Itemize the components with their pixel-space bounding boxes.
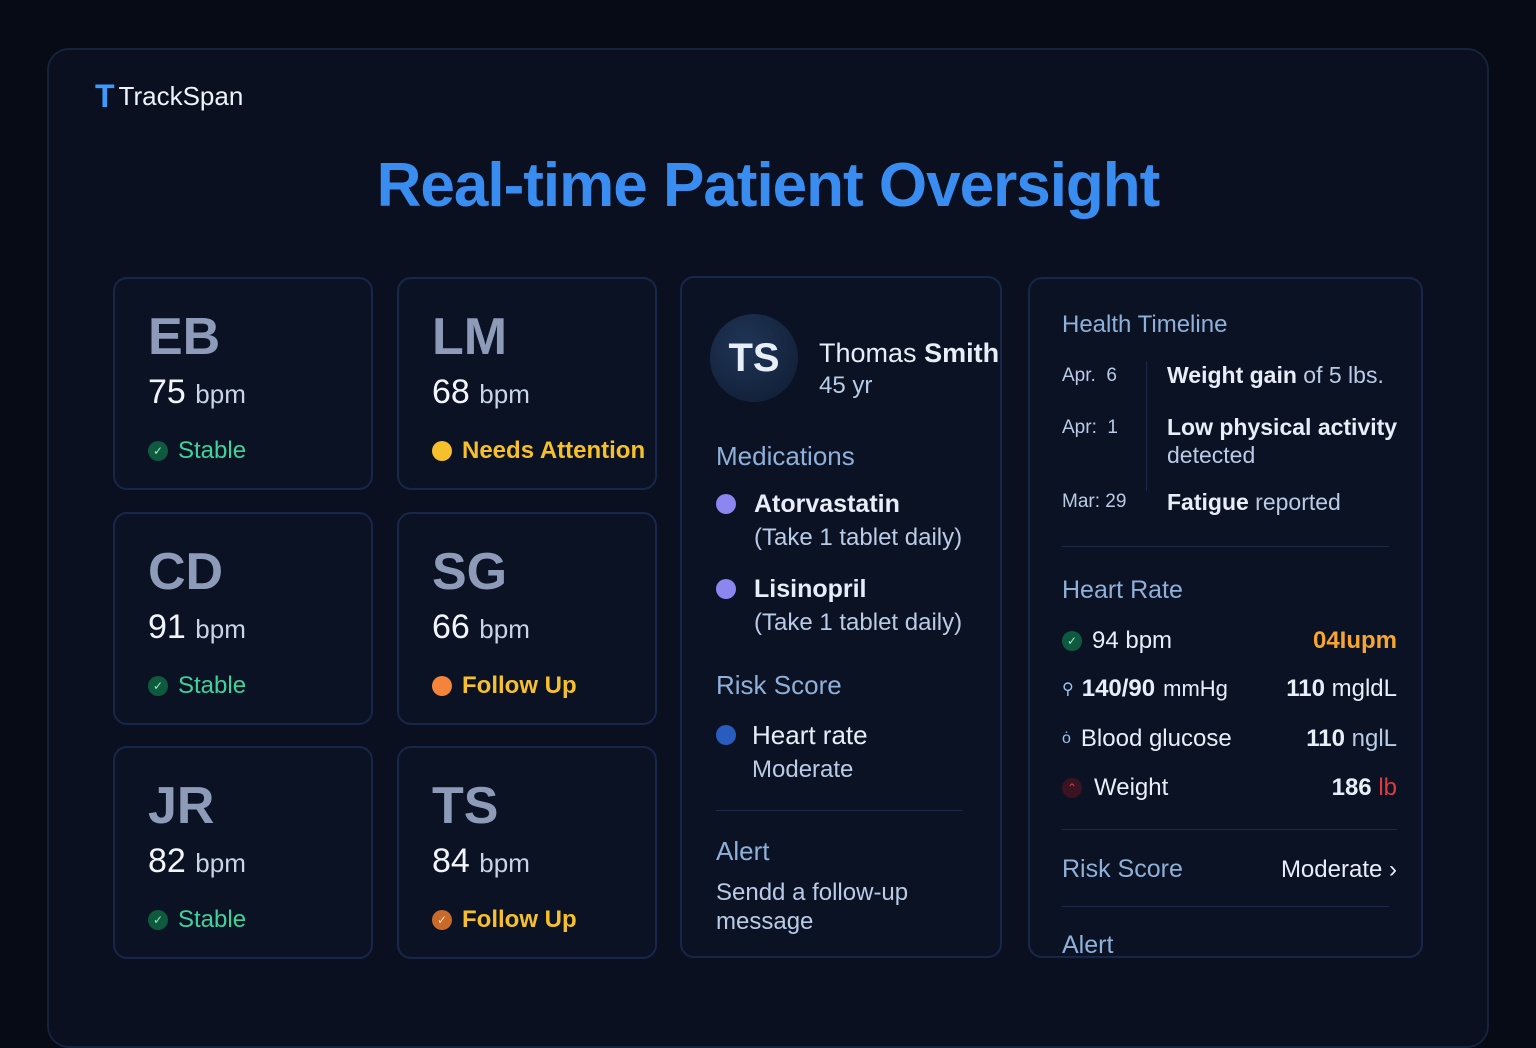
status-badge: ✓ Stable [148,906,246,934]
chevron-right-icon: › [1389,855,1397,883]
status-badge: ✓ Stable [148,437,246,465]
patient-bpm: 84 bpm [432,842,530,880]
patient-card[interactable]: LM 68 bpm Needs Attention [397,277,657,490]
health-timeline-card: Health Timeline Apr. 6 Weight gain of 5 … [1028,277,1423,959]
vital-row: ⚲ 140/90 mmHg 110 mgldL [1062,675,1397,702]
patient-initials: EB [148,308,221,366]
patient-card[interactable]: TS 84 bpm ✓ Follow Up [397,746,657,959]
patient-bpm: 75 bpm [148,373,246,411]
patient-card[interactable]: JR 82 bpm ✓ Stable [113,746,373,959]
timeline-event: Low physical activity detected [1167,414,1398,468]
heart-rate-heading: Heart Rate [1062,576,1183,604]
risk-score-value: Moderate [1280,855,1383,883]
app-logo: T TrackSpan [95,78,243,115]
timeline-event: Fatigue reported [1167,489,1341,515]
medication-name: Atorvastatin [754,490,900,518]
status-badge: ✓ Follow Up [432,906,577,934]
glucose-icon: ȯ [1062,730,1071,747]
risk-item: Heart rate [752,720,868,750]
medication-name: Lisinopril [754,575,867,603]
orange-check-icon: ✓ [432,910,452,930]
risk-score-heading: Risk Score [716,670,842,700]
medications-heading: Medications [716,441,855,471]
alert-heading: Alert [716,836,770,866]
risk-score-label: Risk Score [1062,855,1183,883]
event-date: Apr: 1 [1062,417,1118,438]
status-badge: Needs Attention [432,437,645,465]
patient-age: 45 yr [819,372,873,399]
vital-row: ȯ Blood glucose 110 nglL [1062,725,1397,752]
patient-initials: JR [148,777,215,835]
vital-row: ⌃ Weight 186 lb [1062,774,1397,802]
patient-detail-card: TS Thomas Smith 45 yr Medications Atorva… [680,276,1002,958]
patient-bpm: 91 bpm [148,608,246,646]
vital-value: 04Iupm [1312,627,1397,654]
patient-initials: SG [432,543,508,601]
arrow-up-icon: ⌃ [1062,778,1082,798]
medication-dot-icon [716,579,736,599]
risk-level: Moderate [752,756,854,783]
vital-row: ✓ 94 bpm 04Iupm [1062,627,1397,655]
blood-pressure-icon: ⚲ [1062,681,1074,698]
patient-initials: LM [432,308,508,366]
check-icon: ✓ [148,676,168,696]
patient-name: Thomas Smith [819,338,1000,368]
check-icon: ✓ [1062,631,1082,651]
alert-heading: Alert [1062,931,1114,959]
divider [1062,829,1397,830]
alert-message[interactable]: Sendd a follow-up message [716,879,909,935]
event-date: Apr. 6 [1062,365,1117,386]
yellow-dot-icon [432,441,452,461]
avatar: TS [710,314,798,402]
orange-dot-icon [432,676,452,696]
app-name: TrackSpan [118,81,244,111]
patient-initials: CD [148,543,224,601]
patient-bpm: 82 bpm [148,842,246,880]
patient-card[interactable]: SG 66 bpm Follow Up [397,512,657,725]
divider [716,810,962,811]
patient-bpm: 68 bpm [432,373,530,411]
medication-dot-icon [716,494,736,514]
patient-initials: TS [432,777,499,835]
medication-dose: (Take 1 tablet daily) [754,524,963,551]
divider [1062,546,1389,547]
vital-value: 94 bpm [1092,627,1173,654]
risk-dot-icon [716,725,736,745]
risk-score-row[interactable]: Risk Score Moderate › [1062,855,1397,884]
medication-dose: (Take 1 tablet daily) [754,609,963,636]
patient-card[interactable]: CD 91 bpm ✓ Stable [113,512,373,725]
event-date: Mar: 29 [1062,491,1127,512]
logo-icon: T [95,78,115,114]
status-badge: Follow Up [432,672,577,700]
timeline-event: Weight gain of 5 lbs. [1167,362,1384,388]
check-icon: ✓ [148,910,168,930]
patient-card[interactable]: EB 75 bpm ✓ Stable [113,277,373,490]
timeline-title: Health Timeline [1062,311,1228,338]
status-badge: ✓ Stable [148,672,246,700]
patient-bpm: 66 bpm [432,608,530,646]
timeline-line [1146,361,1147,491]
divider [1062,906,1389,907]
page-title: Real-time Patient Oversight [376,151,1161,220]
check-icon: ✓ [148,441,168,461]
